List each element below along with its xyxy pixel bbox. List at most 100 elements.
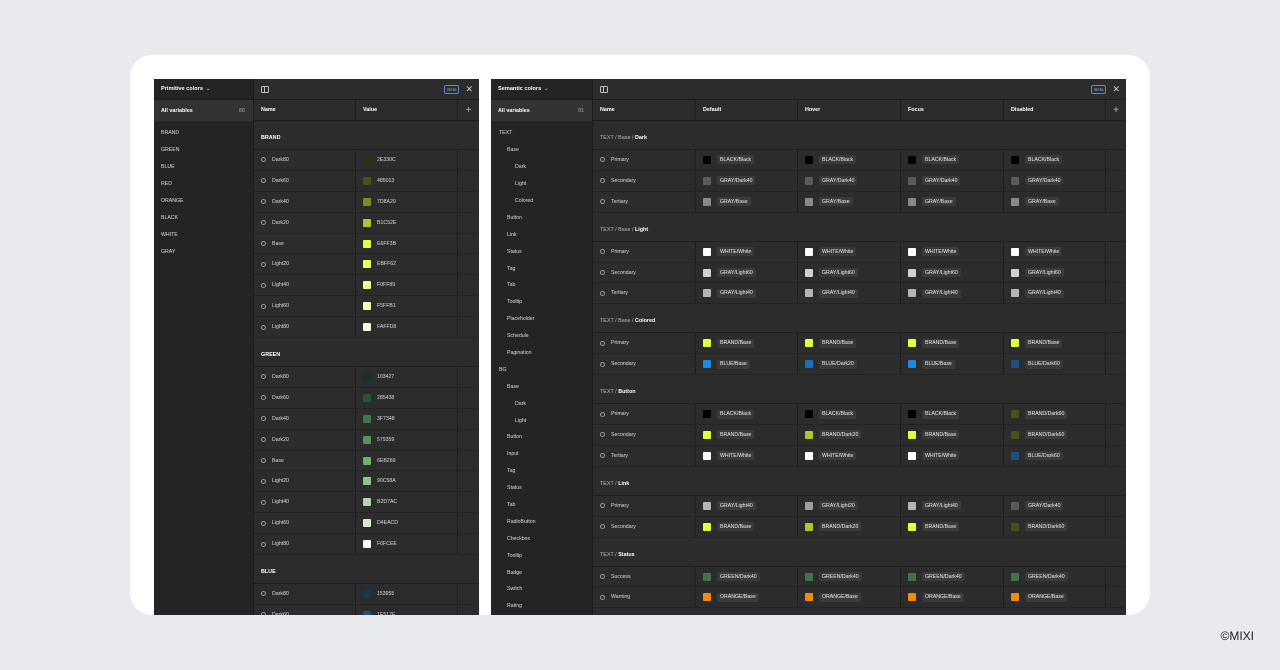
- table-row[interactable]: Secondary BRAND/Base BRAND/Dark20 BRAND/Bas…: [593, 425, 1126, 446]
- table-row[interactable]: Light40 B2D7AC: [254, 492, 479, 514]
- table-row[interactable]: Tertiary GRAY/Base GRAY/Base GRAY/Base GRAY/…: [593, 191, 1126, 213]
- sidebar-group-item[interactable]: Switch: [507, 586, 523, 593]
- close-icon[interactable]: ✕: [1112, 83, 1120, 94]
- table-row[interactable]: Tertiary GRAY/Light40 GRAY/Light40 GRAY/Lig…: [593, 283, 1126, 305]
- alias-cell[interactable]: GREEN/Dark40: [696, 566, 798, 587]
- sidebar-group-item[interactable]: Dark: [515, 400, 526, 407]
- value-cell[interactable]: 90C58A: [356, 471, 458, 492]
- alias-cell[interactable]: BRAND/Base: [696, 516, 798, 537]
- sidebar-toggle-icon[interactable]: [261, 85, 269, 93]
- sidebar-group-item[interactable]: Status: [507, 485, 522, 492]
- alias-cell[interactable]: GRAY/Base: [798, 191, 901, 212]
- alias-cell[interactable]: GRAY/Light40: [1004, 283, 1106, 304]
- alias-cell[interactable]: GRAY/Light60: [696, 262, 798, 283]
- sidebar-group-item[interactable]: Schedule: [507, 333, 529, 340]
- value-cell[interactable]: D4EACD: [356, 513, 458, 534]
- all-variables-item[interactable]: All variables 80: [154, 100, 253, 121]
- table-row[interactable]: Light20 EBFF62: [254, 254, 479, 276]
- table-row[interactable]: Secondary BLUE/Base BLUE/Dark20 BLUE/Base BL…: [593, 354, 1126, 376]
- alias-cell[interactable]: BRAND/Dark60: [1004, 404, 1106, 425]
- alias-cell[interactable]: BLACK/Black: [696, 404, 798, 425]
- table-row[interactable]: Primary BRAND/Base BRAND/Base BRAND/Base BRA…: [593, 333, 1126, 355]
- sidebar-group-item[interactable]: Base: [507, 383, 519, 390]
- sidebar-group-item[interactable]: Tag: [507, 468, 516, 475]
- alias-cell[interactable]: BLUE/Dark60: [1004, 354, 1106, 375]
- alias-cell[interactable]: BLUE/Dark60: [1004, 445, 1106, 466]
- table-row[interactable]: Dark80 2E330C: [254, 150, 479, 171]
- alias-cell[interactable]: GRAY/Light40: [696, 283, 798, 304]
- alias-cell[interactable]: BRAND/Dark60: [1004, 425, 1106, 445]
- table-row[interactable]: Secondary BRAND/Base BRAND/Dark20 BRAND/Bas…: [593, 516, 1126, 538]
- sidebar-group-item[interactable]: BG: [499, 366, 507, 373]
- table-row[interactable]: Light60 D4EACD: [254, 513, 479, 535]
- value-cell[interactable]: 485013: [356, 170, 458, 191]
- alias-cell[interactable]: GREEN/Dark40: [798, 566, 901, 587]
- sidebar-group-item[interactable]: Light: [515, 181, 527, 188]
- alias-cell[interactable]: GRAY/Light40: [696, 495, 798, 516]
- table-row[interactable]: Dark20 B1C52E: [254, 212, 479, 234]
- value-cell[interactable]: 153955: [356, 584, 458, 604]
- table-row[interactable]: Secondary GRAY/Light60 GRAY/Light60 GRAY/Li…: [593, 262, 1126, 284]
- value-cell[interactable]: E6FF3B: [356, 233, 458, 254]
- sidebar-group-item[interactable]: Light: [515, 417, 527, 424]
- alias-cell[interactable]: GRAY/Light60: [1004, 262, 1106, 283]
- table-row[interactable]: Base 6EB269: [254, 450, 479, 472]
- sidebar-group-item[interactable]: Tooltip: [507, 552, 522, 559]
- alias-cell[interactable]: GRAY/Light60: [798, 262, 901, 283]
- alias-cell[interactable]: WHITE/White: [696, 445, 798, 466]
- alias-cell[interactable]: BRAND/Dark60: [1004, 516, 1106, 537]
- value-cell[interactable]: 579359: [356, 429, 458, 450]
- sidebar-group-item[interactable]: BLUE: [161, 164, 175, 171]
- table-row[interactable]: Primary GRAY/Light40 GRAY/Light20 GRAY/Ligh…: [593, 495, 1126, 517]
- table-row[interactable]: Primary BLACK/Black BLACK/Black BLACK/Black…: [593, 404, 1126, 426]
- table-row[interactable]: Success GREEN/Dark40 GREEN/Dark40 GREEN/Dar…: [593, 566, 1126, 588]
- alias-cell[interactable]: BRAND/Base: [696, 425, 798, 445]
- sidebar-group-item[interactable]: BLACK: [161, 214, 179, 221]
- sidebar-toggle-icon[interactable]: [600, 85, 608, 93]
- sidebar-group-item[interactable]: Input: [507, 451, 519, 458]
- table-row[interactable]: Dark40 3F7348: [254, 408, 479, 430]
- alias-cell[interactable]: BLACK/Black: [1004, 150, 1106, 170]
- alias-cell[interactable]: ORANGE/Base: [1004, 587, 1106, 608]
- table-row[interactable]: Dark40 7D8A20: [254, 191, 479, 213]
- alias-cell[interactable]: BRAND/Dark20: [798, 516, 901, 537]
- add-mode-icon[interactable]: +: [1113, 104, 1119, 116]
- value-cell[interactable]: 285438: [356, 387, 458, 408]
- table-row[interactable]: Primary BLACK/Black BLACK/Black BLACK/Black…: [593, 150, 1126, 171]
- value-cell[interactable]: F6FCEE: [356, 534, 458, 555]
- sidebar-group-item[interactable]: GREEN: [161, 147, 180, 154]
- value-cell[interactable]: FAFFD8: [356, 317, 458, 338]
- table-row[interactable]: Warning ORANGE/Base ORANGE/Base ORANGE/Base…: [593, 587, 1126, 609]
- alias-cell[interactable]: GRAY/Light40: [901, 283, 1004, 304]
- sidebar-group-item[interactable]: RED: [161, 181, 172, 188]
- value-cell[interactable]: F0FF89: [356, 275, 458, 296]
- sidebar-group-item[interactable]: Status: [507, 248, 522, 255]
- alias-cell[interactable]: GRAY/Dark40: [1004, 495, 1106, 516]
- alias-cell[interactable]: BLACK/Black: [798, 150, 901, 170]
- alias-cell[interactable]: BLACK/Black: [901, 404, 1004, 425]
- alias-cell[interactable]: WHITE/White: [901, 241, 1004, 262]
- alias-cell[interactable]: BLUE/Dark20: [798, 354, 901, 375]
- sidebar-group-item[interactable]: Button: [507, 214, 522, 221]
- sidebar-group-item[interactable]: GRAY: [161, 248, 176, 255]
- value-cell[interactable]: B2D7AC: [356, 492, 458, 513]
- alias-cell[interactable]: GRAY/Light40: [798, 283, 901, 304]
- alias-cell[interactable]: BLACK/Black: [696, 150, 798, 170]
- table-row[interactable]: Dark20 579359: [254, 429, 479, 451]
- value-cell[interactable]: F5FFB1: [356, 296, 458, 317]
- sidebar-group-item[interactable]: Placeholder: [507, 316, 535, 323]
- sidebar-group-item[interactable]: Tab: [507, 502, 516, 509]
- sidebar-group-item[interactable]: RadioButton: [507, 518, 536, 525]
- sidebar-group-item[interactable]: BRAND: [161, 130, 180, 137]
- alias-cell[interactable]: GRAY/Dark40: [696, 170, 798, 191]
- sidebar-group-item[interactable]: Dark: [515, 164, 526, 171]
- table-row[interactable]: Base E6FF3B: [254, 233, 479, 255]
- sidebar-group-item[interactable]: TEXT: [499, 130, 513, 137]
- alias-cell[interactable]: GRAY/Dark40: [1004, 170, 1106, 191]
- alias-cell[interactable]: GRAY/Base: [696, 191, 798, 212]
- alias-cell[interactable]: BLACK/Black: [798, 404, 901, 425]
- sidebar-group-item[interactable]: Checkbox: [507, 535, 531, 542]
- alias-cell[interactable]: BRAND/Dark20: [798, 425, 901, 445]
- alias-cell[interactable]: BRAND/Base: [696, 333, 798, 354]
- table-row[interactable]: Light80 F6FCEE: [254, 534, 479, 556]
